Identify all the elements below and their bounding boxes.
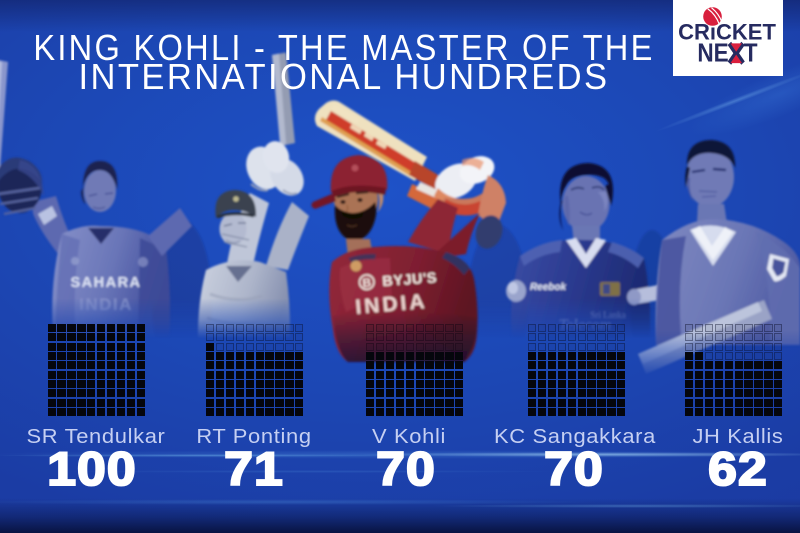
svg-text:BYJU'S: BYJU'S — [382, 270, 438, 290]
svg-text:T: T — [744, 39, 758, 68]
svg-text:INDIA: INDIA — [79, 295, 133, 314]
svg-text:NE: NE — [697, 39, 728, 68]
svg-text:B: B — [362, 275, 372, 290]
svg-text:CRıCKET: CRıCKET — [678, 20, 776, 45]
svg-text:Reebok: Reebok — [530, 282, 567, 293]
svg-text:Sri Lanka: Sri Lanka — [590, 310, 625, 320]
svg-text:SAHARA: SAHARA — [70, 275, 141, 291]
svg-text:Telecom: Telecom — [559, 317, 612, 334]
